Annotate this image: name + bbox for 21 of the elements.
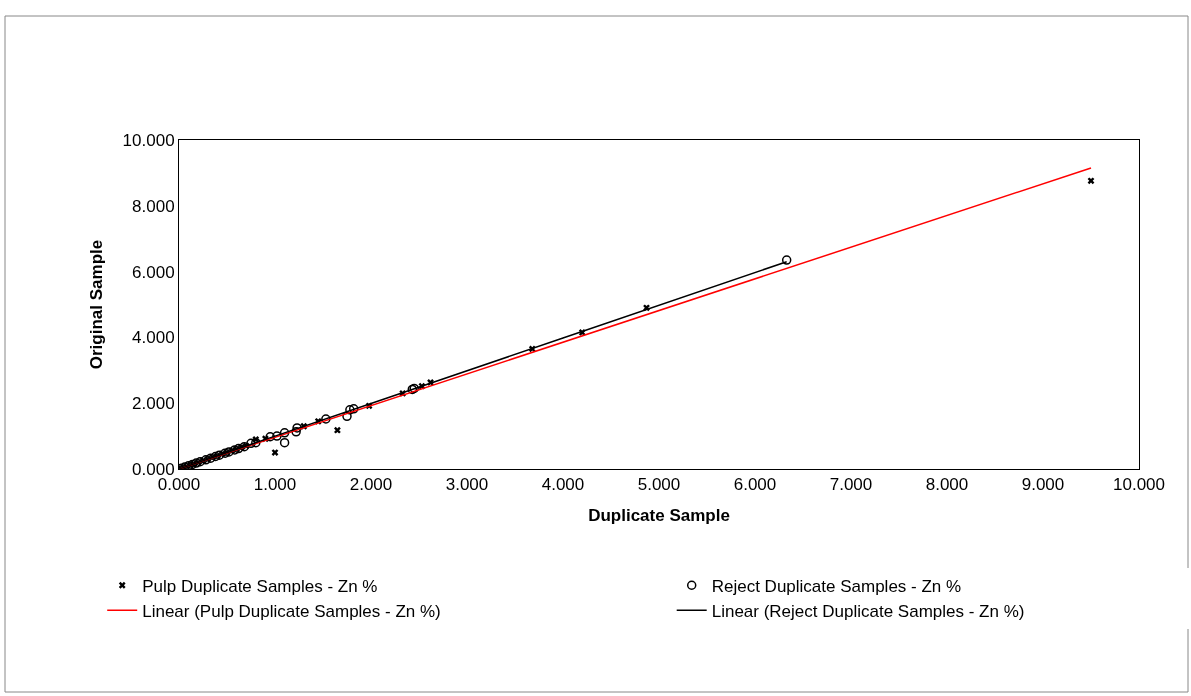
legend-label: Linear (Pulp Duplicate Samples - Zn %) bbox=[142, 601, 441, 621]
legend-label: Reject Duplicate Samples - Zn % bbox=[711, 576, 962, 596]
y-tick-label: 8.000 bbox=[132, 196, 175, 216]
legend-label: Pulp Duplicate Samples - Zn % bbox=[142, 576, 378, 596]
x-tick-label: 8.000 bbox=[925, 475, 969, 495]
y-tick-label: 2.000 bbox=[132, 394, 175, 414]
y-tick-label: 4.000 bbox=[132, 328, 175, 348]
legend-label: Linear (Reject Duplicate Samples - Zn %) bbox=[711, 601, 1025, 621]
x-tick-label: 9.000 bbox=[1021, 475, 1065, 495]
x-axis-title: Duplicate Sample bbox=[588, 505, 730, 525]
x-tick-label: 2.000 bbox=[349, 475, 393, 495]
x-tick-label: 10.000 bbox=[1113, 475, 1165, 495]
y-tick-label: 10.000 bbox=[122, 130, 175, 150]
y-axis-title: Original Sample bbox=[87, 239, 107, 370]
x-tick-label: 5.000 bbox=[637, 475, 681, 495]
x-tick-label: 6.000 bbox=[733, 475, 777, 495]
x-tick-label: 1.000 bbox=[253, 475, 297, 495]
y-tick-label: 6.000 bbox=[132, 262, 175, 282]
x-tick-label: 7.000 bbox=[829, 475, 873, 495]
x-tick-label: 4.000 bbox=[541, 475, 585, 495]
x-tick-label: 3.000 bbox=[445, 475, 489, 495]
